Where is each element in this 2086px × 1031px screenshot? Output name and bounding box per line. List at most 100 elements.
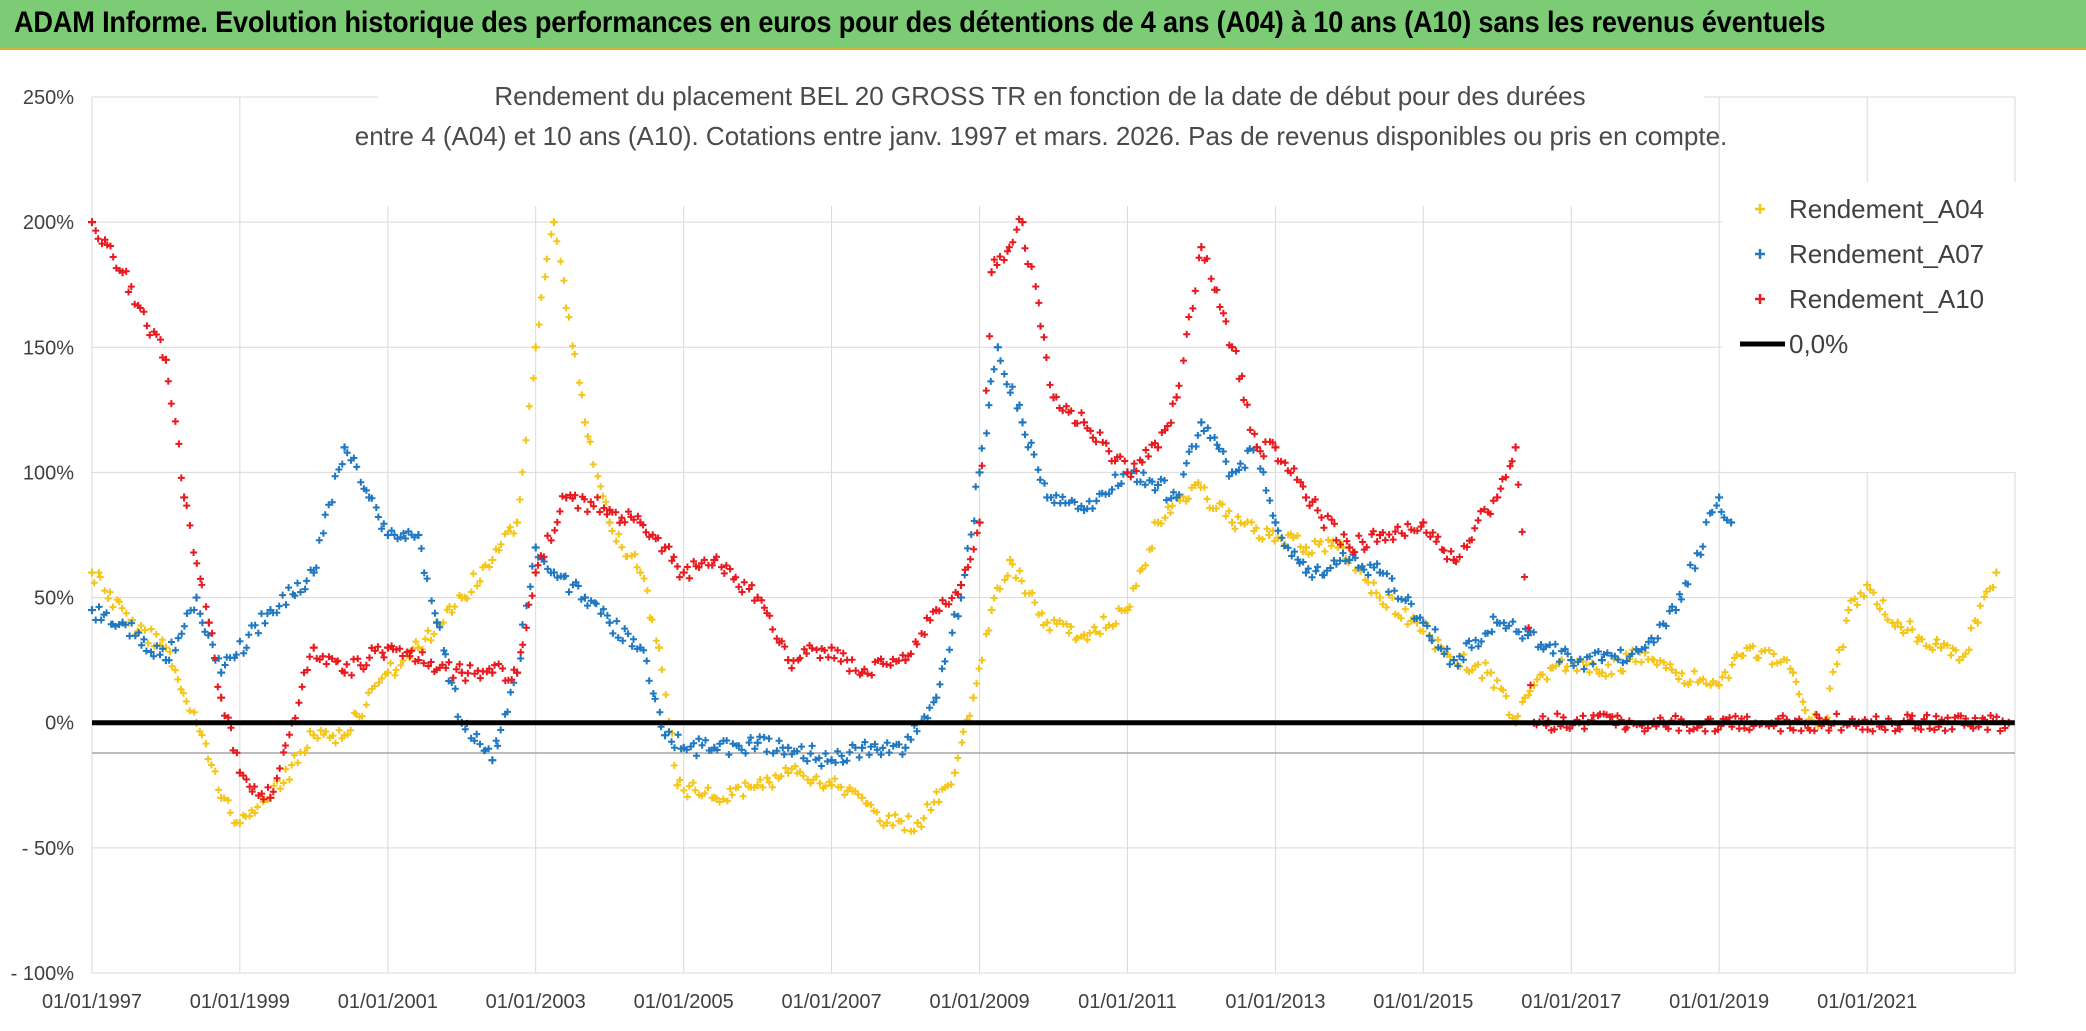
scatter-markers	[756, 733, 788, 758]
scatter-markers	[1490, 676, 1517, 722]
scatter-markers	[608, 527, 641, 571]
data-point	[1419, 518, 1428, 527]
data-point	[1345, 543, 1354, 552]
scatter-markers	[904, 608, 937, 660]
legend-swatch	[1755, 204, 1765, 214]
data-point	[827, 643, 836, 652]
data-point	[1302, 493, 1311, 502]
x-tick-label: 01/01/2017	[1521, 991, 1621, 1013]
data-point	[1228, 343, 1237, 352]
plot-series	[88, 215, 2015, 835]
data-point	[901, 743, 910, 752]
data-point	[956, 581, 965, 590]
scatter-markers	[436, 623, 462, 721]
scatter-markers	[990, 572, 1012, 602]
data-point	[1018, 418, 1027, 427]
scatter-markers	[1126, 518, 1159, 611]
scatter-markers	[165, 606, 198, 664]
scatter-markers	[1452, 497, 1497, 566]
data-point	[580, 418, 589, 427]
y-tick-label: 200%	[23, 212, 74, 234]
scatter-markers	[997, 357, 1023, 412]
scatter-markers	[183, 502, 210, 611]
data-point	[1197, 418, 1206, 427]
scatter-markers	[713, 734, 759, 759]
data-point	[1080, 418, 1089, 427]
y-tick-label: 150%	[23, 337, 74, 359]
data-point	[987, 606, 996, 615]
data-point	[309, 643, 318, 652]
data-point	[1523, 631, 1532, 640]
scatter-markers	[1422, 529, 1455, 563]
x-tick-label: 01/01/2003	[486, 991, 586, 1013]
scatter-markers	[516, 374, 537, 504]
data-point	[882, 818, 891, 827]
scatter-markers	[166, 648, 198, 716]
data-point	[488, 556, 497, 565]
data-point	[1671, 668, 1680, 677]
data-point	[1228, 518, 1237, 527]
legend-swatch	[1755, 249, 1765, 259]
scatter-markers	[1256, 438, 1277, 460]
data-point	[1271, 443, 1280, 452]
scatter-markers	[1047, 491, 1085, 513]
scatter-markers	[1497, 457, 1516, 493]
scatter-markers	[640, 646, 665, 731]
data-point	[1172, 393, 1181, 402]
title-background	[378, 78, 1704, 206]
scatter-markers	[1256, 465, 1277, 520]
scatter-markers	[368, 494, 388, 533]
scatter-markers	[1200, 424, 1233, 480]
data-point	[1567, 656, 1576, 665]
scatter-markers	[1897, 617, 1941, 654]
scatter-markers	[388, 642, 419, 665]
scatter-markers	[683, 556, 716, 582]
data-point	[88, 218, 96, 227]
data-point	[1511, 443, 1520, 452]
x-tick-label: 01/01/2007	[781, 991, 881, 1013]
data-point	[858, 743, 867, 752]
x-tick-label: 01/01/2009	[930, 991, 1030, 1013]
data-point	[913, 818, 922, 827]
scatter-markers	[1454, 613, 1497, 670]
scatter-markers	[314, 726, 346, 747]
data-point	[531, 543, 540, 552]
scatter-markers	[208, 629, 222, 691]
scatter-markers	[239, 793, 272, 820]
scatter-markers	[1514, 481, 1535, 689]
data-point	[383, 643, 392, 652]
scatter-markers	[1306, 496, 1351, 548]
data-point	[1973, 618, 1982, 627]
scatter-markers	[936, 611, 962, 688]
scatter-markers	[1644, 655, 1676, 674]
scatter-markers	[1959, 617, 1979, 661]
chart-title: Rendement du placement BEL 20 GROSS TR e…	[494, 81, 1585, 111]
data-point	[414, 643, 423, 652]
chart-area: - 100% - 50% 0% 50% 100% 150% 200% 250% 01/01/1…	[11, 78, 2022, 1013]
data-point	[340, 668, 349, 677]
data-point	[753, 738, 762, 747]
data-point	[858, 793, 867, 802]
data-point	[1597, 656, 1606, 665]
data-point	[1197, 243, 1206, 252]
data-point	[1265, 531, 1274, 539]
scatter-markers	[534, 492, 566, 569]
scatter-markers	[1021, 244, 1054, 389]
scatter-markers	[756, 764, 790, 791]
scatter-markers	[1570, 648, 1602, 673]
scatter-markers	[1847, 589, 1868, 609]
scatter-markers	[1342, 548, 1380, 597]
data-point	[679, 568, 688, 577]
data-point	[827, 781, 836, 790]
scatter-markers	[122, 267, 166, 361]
data-point	[1486, 668, 1495, 677]
scatter-markers	[640, 575, 660, 645]
scatter-markers	[788, 762, 833, 792]
data-point	[1493, 493, 1502, 502]
scatter-markers	[344, 670, 389, 739]
scatter-markers	[1349, 527, 1381, 556]
data-point	[1018, 218, 1027, 227]
scatter-markers	[196, 727, 223, 794]
x-tick-label: 01/01/2011	[1078, 991, 1177, 1013]
y-tick-label: 100%	[23, 462, 74, 484]
